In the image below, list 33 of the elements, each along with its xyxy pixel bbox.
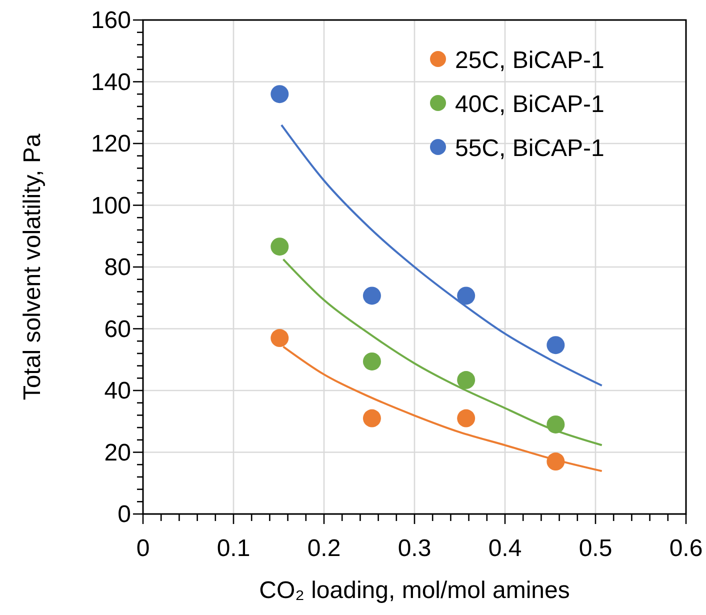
point — [270, 238, 289, 256]
y-tick-label: 140 — [90, 68, 131, 96]
x-tick-label: 0.5 — [578, 535, 612, 562]
legend-label: 25C, BiCAP-1 — [455, 47, 604, 74]
y-tick-label: 160 — [90, 7, 131, 34]
point — [546, 336, 565, 354]
legend-label: 55C, BiCAP-1 — [455, 135, 604, 162]
y-axis-title: Total solvent volatility, Pa — [19, 133, 46, 400]
y-tick-label: 100 — [90, 192, 131, 220]
point — [457, 286, 476, 305]
point — [457, 371, 476, 390]
y-tick-label: 40 — [104, 378, 131, 404]
y-tick-label: 120 — [90, 130, 131, 158]
point — [270, 85, 289, 104]
x-axis-title: CO₂ loading, mol/mol amines — [259, 577, 570, 604]
x-tick-label: 0.3 — [398, 535, 432, 562]
point — [362, 286, 381, 305]
x-tick-label: 0 — [136, 535, 150, 562]
line-series — [282, 258, 603, 446]
y-tick-label: 80 — [104, 254, 131, 281]
x-tick-label: 0.1 — [216, 535, 250, 562]
point — [457, 409, 476, 428]
y-tick-label: 20 — [104, 439, 131, 466]
x-tick-label: 0.6 — [669, 535, 703, 562]
y-tick-label: 0 — [118, 501, 131, 528]
point — [270, 329, 289, 348]
line-series — [280, 124, 603, 387]
x-tick-label: 0.4 — [488, 535, 522, 562]
point — [362, 409, 381, 428]
legend-label: 40C, BiCAP-1 — [455, 91, 604, 118]
y-tick-label: 60 — [104, 316, 131, 343]
x-tick-label: 0.2 — [307, 535, 341, 562]
point — [362, 352, 381, 370]
